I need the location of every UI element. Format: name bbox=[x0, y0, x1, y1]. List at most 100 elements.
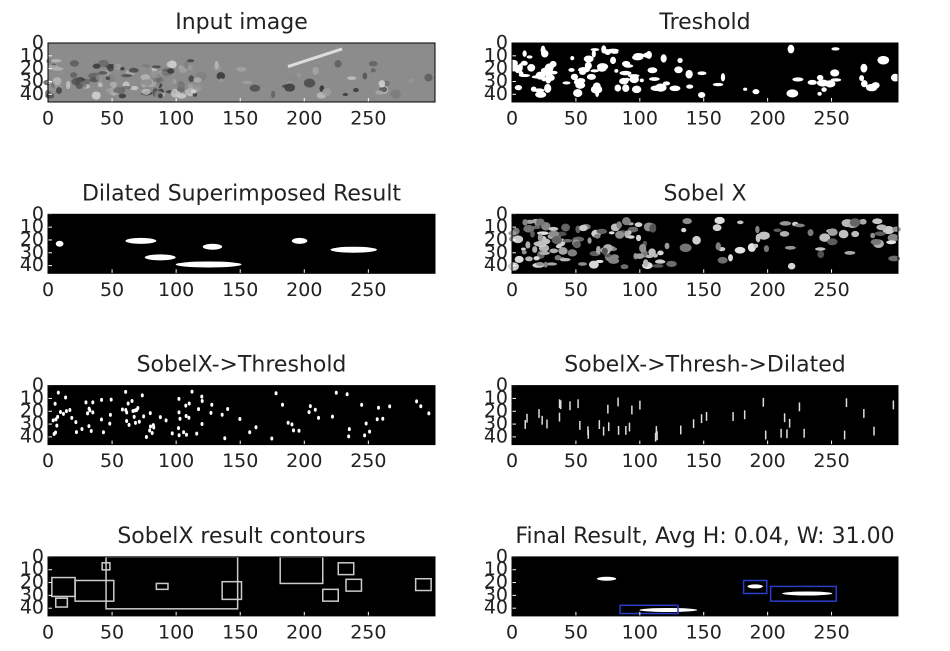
x-tick-label: 150 bbox=[222, 621, 258, 643]
image-texture bbox=[159, 415, 162, 419]
image-texture bbox=[567, 249, 577, 256]
image-texture bbox=[682, 218, 691, 224]
image-texture bbox=[271, 91, 275, 98]
x-tick-label: 250 bbox=[350, 108, 386, 130]
x-tick-label: 0 bbox=[506, 621, 518, 643]
x-tick-label: 150 bbox=[686, 621, 722, 643]
image-texture bbox=[531, 87, 537, 92]
image-texture bbox=[195, 432, 198, 436]
image-texture bbox=[52, 418, 55, 422]
image-texture bbox=[614, 69, 618, 73]
image-texture bbox=[110, 398, 113, 402]
x-tick-label: 0 bbox=[42, 450, 54, 472]
image-texture bbox=[594, 234, 600, 239]
image-texture bbox=[584, 55, 594, 62]
image-texture bbox=[648, 67, 658, 73]
image-texture bbox=[113, 63, 121, 69]
image-texture bbox=[808, 229, 814, 236]
image-texture bbox=[369, 61, 378, 67]
image-texture bbox=[141, 79, 153, 85]
image-texture bbox=[191, 390, 194, 394]
image-texture bbox=[87, 424, 90, 428]
image-texture bbox=[292, 238, 307, 244]
image-texture bbox=[177, 397, 180, 401]
image-texture bbox=[543, 69, 553, 77]
x-tick-label: 50 bbox=[564, 279, 588, 301]
image-texture bbox=[215, 61, 219, 69]
image-texture bbox=[508, 231, 516, 236]
subplot: Input image050100150200250010203040 bbox=[20, 10, 435, 130]
image-texture bbox=[593, 82, 601, 91]
image-texture bbox=[376, 417, 379, 421]
x-tick-label: 100 bbox=[158, 108, 194, 130]
image-texture bbox=[615, 231, 624, 239]
x-tick-label: 50 bbox=[564, 621, 588, 643]
image-texture bbox=[317, 416, 320, 420]
image-texture bbox=[587, 74, 596, 80]
image-texture bbox=[200, 422, 203, 426]
image-texture bbox=[876, 224, 886, 230]
image-texture bbox=[536, 218, 544, 225]
image-texture bbox=[870, 233, 875, 239]
x-tick-label: 200 bbox=[286, 279, 322, 301]
image-texture bbox=[176, 261, 242, 267]
image-texture bbox=[817, 75, 824, 81]
image-texture bbox=[64, 396, 67, 400]
x-tick-label: 150 bbox=[686, 108, 722, 130]
image-texture bbox=[579, 225, 588, 231]
image-texture bbox=[817, 251, 824, 259]
image-texture bbox=[718, 257, 728, 264]
image-texture bbox=[737, 221, 743, 225]
image-texture bbox=[185, 433, 188, 437]
image-texture bbox=[98, 71, 107, 75]
image-texture bbox=[794, 224, 805, 228]
image-texture bbox=[133, 415, 136, 419]
image-texture bbox=[125, 410, 128, 414]
image-texture bbox=[755, 226, 759, 233]
image-texture bbox=[747, 584, 762, 588]
image-texture bbox=[107, 65, 114, 72]
x-tick-label: 0 bbox=[506, 279, 518, 301]
x-tick-label: 100 bbox=[622, 450, 658, 472]
image-texture bbox=[178, 433, 181, 437]
x-tick-label: 0 bbox=[42, 279, 54, 301]
image-texture bbox=[785, 246, 796, 250]
image-texture bbox=[388, 404, 391, 408]
image-texture bbox=[375, 90, 383, 94]
image-texture bbox=[680, 243, 692, 252]
image-texture bbox=[292, 428, 295, 432]
image-texture bbox=[141, 393, 144, 397]
image-texture bbox=[573, 89, 582, 97]
image-texture bbox=[121, 74, 132, 77]
image-texture bbox=[169, 60, 177, 68]
image-texture bbox=[544, 262, 548, 268]
image-texture bbox=[525, 256, 533, 261]
image-texture bbox=[713, 224, 722, 231]
image-texture bbox=[75, 430, 78, 434]
image-texture bbox=[55, 424, 58, 428]
image-texture bbox=[335, 391, 338, 395]
image-texture bbox=[100, 398, 103, 402]
y-tick-label: 40 bbox=[20, 597, 44, 619]
image-texture bbox=[639, 244, 646, 253]
image-texture bbox=[331, 415, 334, 419]
image-texture bbox=[527, 64, 535, 72]
image-texture bbox=[817, 92, 821, 96]
image-texture bbox=[100, 418, 103, 422]
image-texture bbox=[65, 409, 68, 413]
image-texture bbox=[592, 50, 596, 58]
x-tick-label: 100 bbox=[622, 279, 658, 301]
image-texture bbox=[138, 420, 141, 424]
image-texture bbox=[84, 400, 87, 404]
image-texture bbox=[714, 217, 724, 224]
image-texture bbox=[304, 79, 315, 88]
image-texture bbox=[622, 61, 630, 67]
y-tick-label: 40 bbox=[484, 83, 508, 105]
image-texture bbox=[200, 395, 203, 399]
image-texture bbox=[549, 248, 558, 253]
image-texture bbox=[238, 417, 241, 421]
image-texture bbox=[381, 417, 384, 421]
image-texture bbox=[129, 68, 139, 73]
subplot-title: Input image bbox=[175, 10, 307, 35]
x-tick-label: 150 bbox=[686, 450, 722, 472]
